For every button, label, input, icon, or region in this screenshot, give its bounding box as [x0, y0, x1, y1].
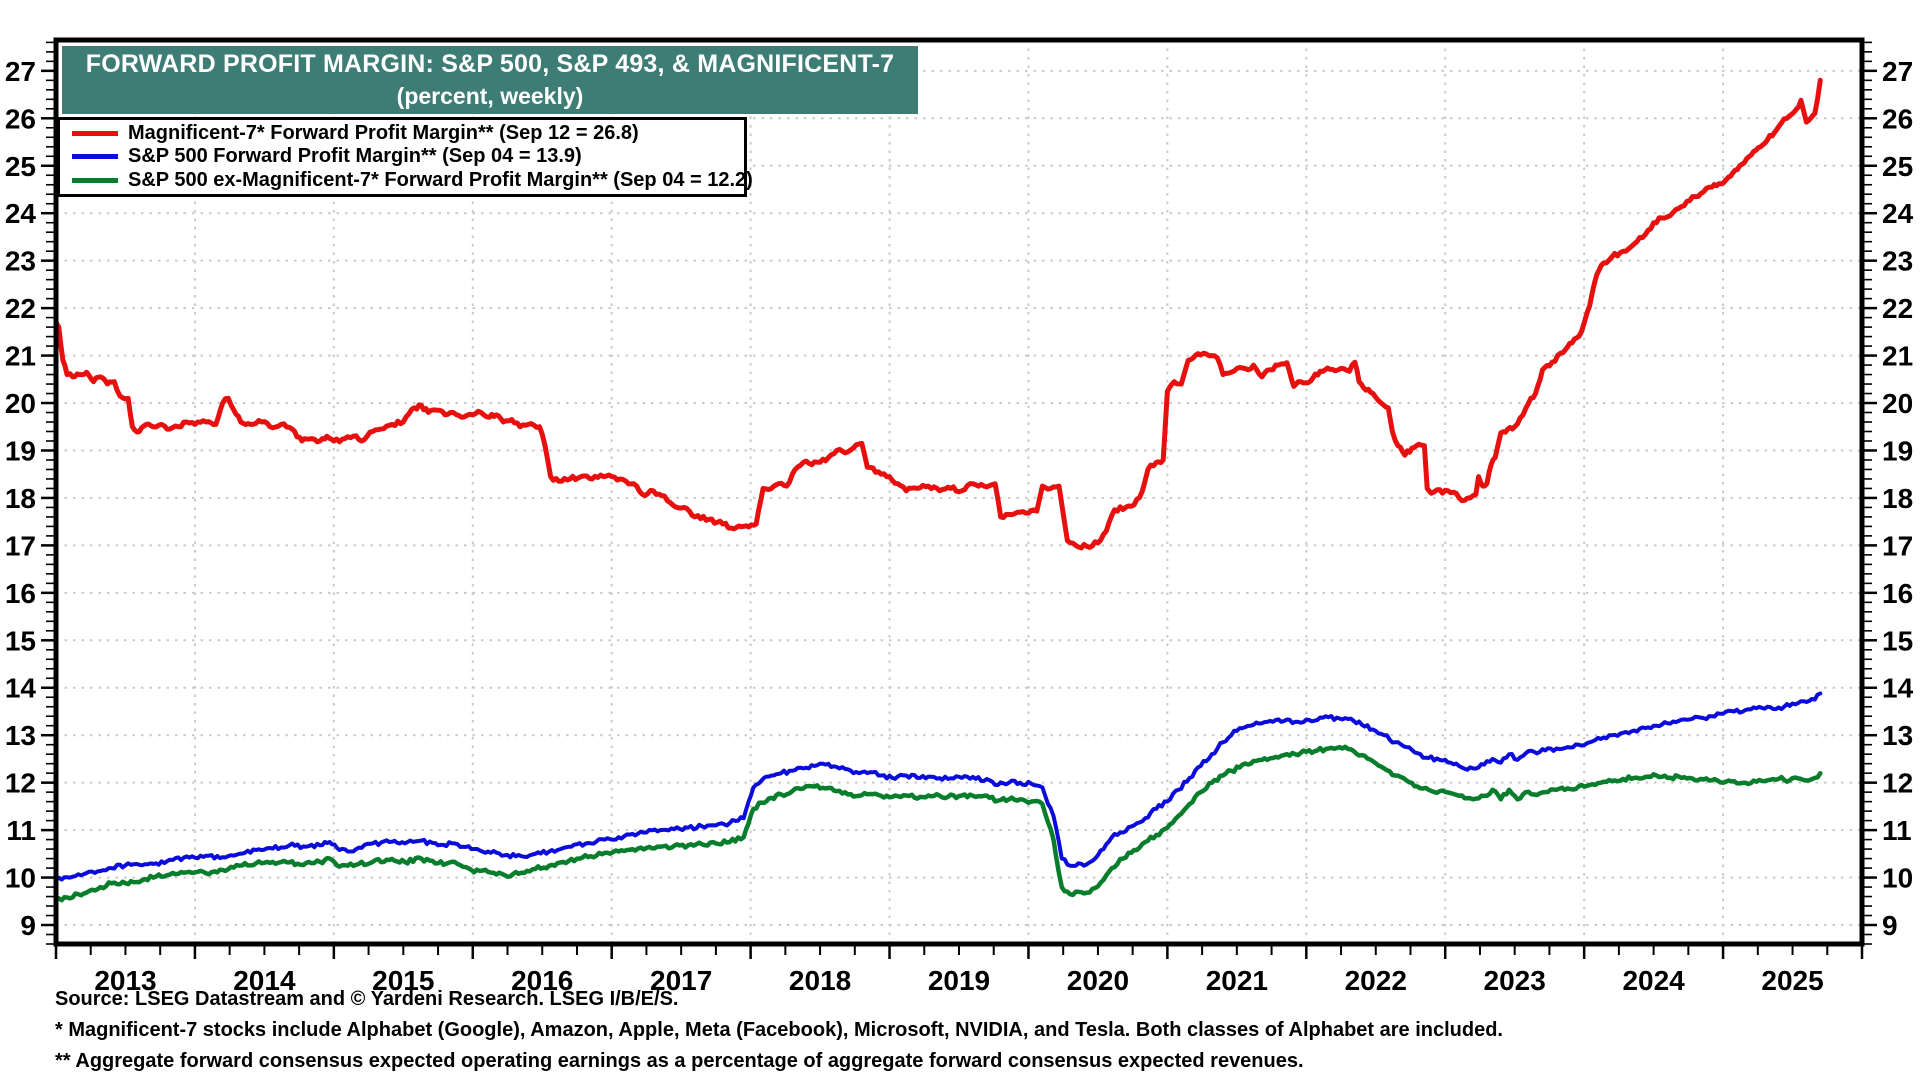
y-axis-label-right: 24: [1882, 198, 1914, 229]
footnote-margin-definition: ** Aggregate forward consensus expected …: [55, 1050, 1304, 1072]
legend-item-sp500-ex-mag7: S&P 500 ex-Magnificent-7* Forward Profit…: [60, 169, 753, 192]
x-axis-label-year: 2022: [1345, 965, 1407, 996]
y-axis-label-left: 18: [5, 483, 36, 514]
x-axis-label-year: 2015: [372, 965, 434, 996]
legend-label: S&P 500 ex-Magnificent-7* Forward Profit…: [128, 168, 753, 191]
y-axis-label-right: 13: [1882, 720, 1913, 751]
y-axis-label-left: 23: [5, 246, 36, 277]
y-axis-label-right: 22: [1882, 293, 1913, 324]
footnotes: Source: LSEG Datastream and © Yardeni Re…: [55, 988, 1895, 1081]
y-axis-label-left: 27: [5, 56, 36, 87]
legend-label: S&P 500 Forward Profit Margin** (Sep 04 …: [128, 145, 582, 168]
x-axis-label-year: 2019: [928, 965, 990, 996]
y-axis-label-left: 12: [5, 768, 36, 799]
y-axis-label-right: 12: [1882, 768, 1913, 799]
y-axis-label-right: 16: [1882, 578, 1913, 609]
plot-frame: [53, 37, 1865, 947]
y-axis-label-left: 21: [5, 341, 36, 372]
y-axis-label-right: 10: [1882, 863, 1913, 894]
series-line-s-p-500-ex-magnificent-7-forward-profit-margin: [53, 744, 1823, 903]
footnote-mag7-definition: * Magnificent-7 stocks include Alphabet …: [55, 1019, 1503, 1041]
legend-box: Magnificent-7* Forward Profit Margin** (…: [57, 117, 753, 197]
y-axis-label-right: 9: [1882, 910, 1898, 941]
y-axis-label-left: 20: [5, 388, 36, 419]
x-axis-label-year: 2021: [1206, 965, 1268, 996]
x-axis-label-year: 2017: [650, 965, 712, 996]
y-axis-label-left: 17: [5, 530, 36, 561]
y-axis-label-left: 15: [5, 625, 36, 656]
y-axis-label-right: 25: [1882, 151, 1913, 182]
y-axis-label-left: 22: [5, 293, 36, 324]
chart-title-banner: FORWARD PROFIT MARGIN: S&P 500, S&P 493,…: [62, 46, 918, 114]
legend-item-magnificent-7: Magnificent-7* Forward Profit Margin** (…: [60, 122, 744, 145]
y-axis-label-left: 9: [20, 910, 36, 941]
x-axis-label-year: 2018: [789, 965, 851, 996]
x-axis-label-year: 2016: [511, 965, 573, 996]
series-line-s-p-500-forward-profit-margin: [54, 691, 1823, 882]
x-axis-label-year: 2025: [1761, 965, 1823, 996]
y-axis-label-right: 15: [1882, 625, 1913, 656]
x-axis-label-year: 2024: [1622, 965, 1685, 996]
legend-swatch-red: [72, 131, 118, 137]
legend-swatch-green: [72, 177, 118, 183]
series-line-magnificent-7-forward-profit-margin: [53, 77, 1823, 551]
y-axis-label-right: 23: [1882, 246, 1913, 277]
legend-item-sp500: S&P 500 Forward Profit Margin** (Sep 04 …: [60, 145, 744, 168]
y-axis-label-right: 27: [1882, 56, 1913, 87]
legend-swatch-blue: [72, 154, 118, 160]
y-axis-label-right: 20: [1882, 388, 1913, 419]
x-axis-label-year: 2013: [94, 965, 156, 996]
y-axis-label-left: 10: [5, 863, 36, 894]
y-axis-label-left: 25: [5, 151, 36, 182]
y-axis-label-left: 26: [5, 103, 36, 134]
y-axis-label-left: 19: [5, 435, 36, 466]
y-axis-label-left: 11: [6, 815, 36, 846]
source-note: Source: LSEG Datastream and © Yardeni Re…: [55, 988, 679, 1010]
y-axis-label-left: 16: [5, 578, 36, 609]
legend-label: Magnificent-7* Forward Profit Margin** (…: [128, 122, 639, 145]
x-axis-label-year: 2014: [233, 965, 296, 996]
y-axis-label-left: 13: [5, 720, 36, 751]
chart-subtitle: (percent, weekly): [396, 83, 584, 109]
y-axis-label-left: 24: [5, 198, 37, 229]
x-axis-label-year: 2020: [1067, 965, 1129, 996]
y-axis-label-right: 21: [1882, 341, 1913, 372]
y-axis-label-right: 18: [1882, 483, 1913, 514]
y-axis-label-right: 17: [1882, 530, 1913, 561]
y-axis-label-left: 14: [5, 673, 37, 704]
chart-title: FORWARD PROFIT MARGIN: S&P 500, S&P 493,…: [85, 50, 895, 78]
x-axis-label-year: 2023: [1484, 965, 1546, 996]
y-axis-label-right: 26: [1882, 103, 1913, 134]
y-axis-label-right: 19: [1882, 435, 1913, 466]
y-axis-label-right: 11: [1882, 815, 1912, 846]
y-axis-label-right: 14: [1882, 673, 1914, 704]
